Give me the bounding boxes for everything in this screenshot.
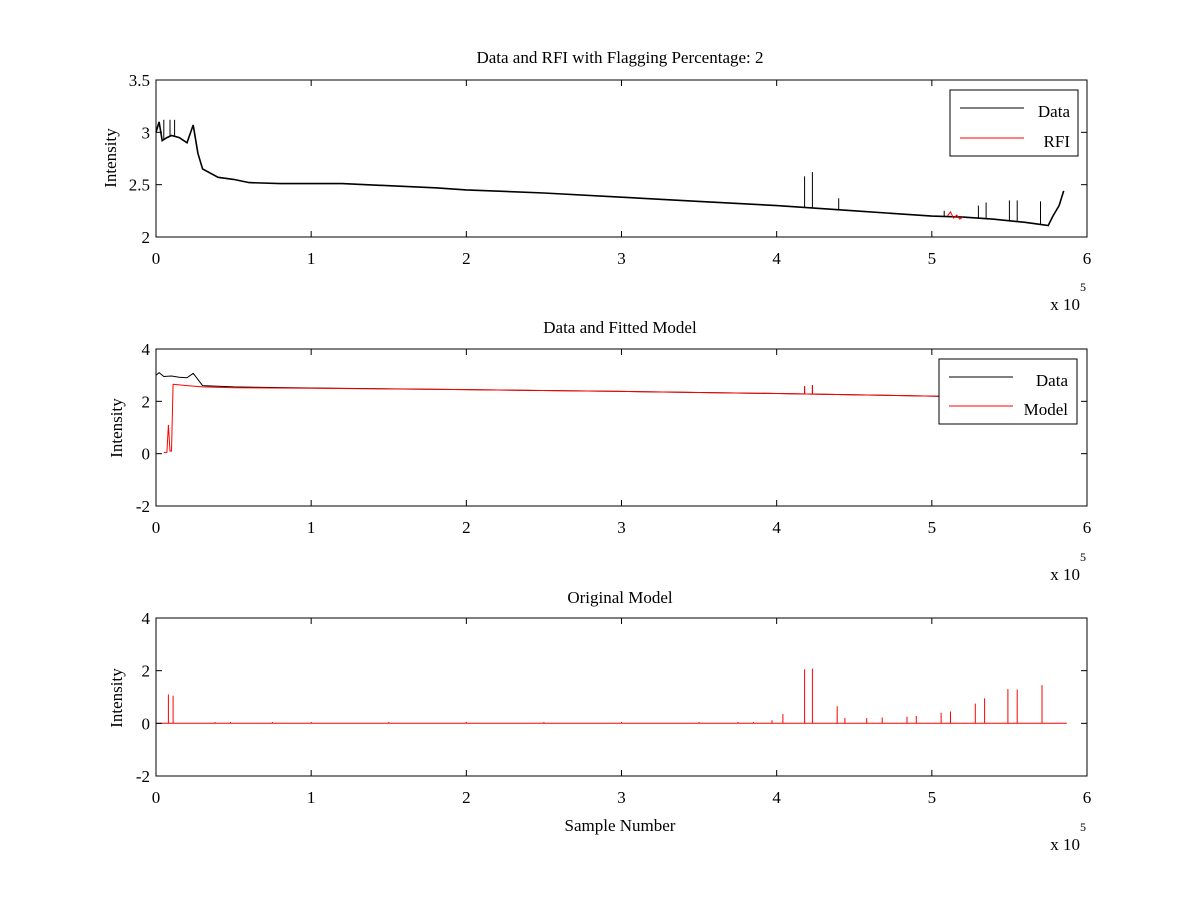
panel-1: Data and RFI with Flagging Percentage: 2… xyxy=(101,48,1091,314)
panel-1-xtick-label: 5 xyxy=(928,249,937,268)
panel-3-xtick-label: 0 xyxy=(152,788,161,807)
panel-2-ytick-label: -2 xyxy=(136,497,150,516)
panel-2-xtick-label: 5 xyxy=(928,518,937,537)
panel-1-xtick-label: 6 xyxy=(1083,249,1092,268)
panel-1-ylabel: Intensity xyxy=(101,128,120,188)
panel-2-x-exponent-base: x 10 xyxy=(1050,565,1080,584)
panel-2-legend: Data Model xyxy=(938,358,1078,425)
panel-3-x-exponent-base: x 10 xyxy=(1050,835,1080,854)
panel-2-xtick-label: 2 xyxy=(462,518,471,537)
panel-2-legend-box xyxy=(938,358,1078,425)
panel-2-series-model-line xyxy=(163,383,956,453)
panel-1-legend-label-rfi: RFI xyxy=(1044,132,1071,151)
panel-1-legend-box xyxy=(949,89,1079,157)
panel-3-xtick-label: 5 xyxy=(928,788,937,807)
panel-1-xtick-label: 2 xyxy=(462,249,471,268)
panel-1-xtick-label: 3 xyxy=(617,249,626,268)
panel-2-xtick-label: 6 xyxy=(1083,518,1092,537)
panel-2-ylabel: Intensity xyxy=(107,398,126,458)
panel-1-xtick-label: 1 xyxy=(307,249,316,268)
panel-3-ylabel: Intensity xyxy=(107,668,126,728)
panel-1-xtick-label: 0 xyxy=(152,249,161,268)
panel-3-xtick-label: 1 xyxy=(307,788,316,807)
panel-1-series-rfi-line xyxy=(946,210,964,220)
panel-2-ytick-label: 2 xyxy=(142,392,151,411)
panel-3-xlabel: Sample Number xyxy=(565,816,676,835)
panel-1-x-exponent: 5 xyxy=(1080,280,1086,294)
panel-2-xtick-label: 1 xyxy=(307,518,316,537)
panel-3-xtick-label: 4 xyxy=(772,788,781,807)
panel-1-xtick-label: 4 xyxy=(772,249,781,268)
panel-2-legend-label-model: Model xyxy=(1024,400,1069,419)
panel-3-xtick-label: 3 xyxy=(617,788,626,807)
panel-3-title: Original Model xyxy=(567,588,673,607)
panel-1-ytick-label: 3 xyxy=(142,123,151,142)
panel-2-xtick-label: 3 xyxy=(617,518,626,537)
panel-3-x-exponent: 5 xyxy=(1080,820,1086,834)
panel-1-series-data-line xyxy=(155,121,1065,227)
panel-1-legend: Data RFI xyxy=(949,89,1079,157)
panel-1-title: Data and RFI with Flagging Percentage: 2 xyxy=(476,48,763,67)
panel-3-ytick-label: 2 xyxy=(142,662,151,681)
panel-1-ytick-label: 3.5 xyxy=(129,71,150,90)
panel-3-ytick-label: 0 xyxy=(142,714,151,733)
panel-1-ytick-label: 2 xyxy=(142,228,151,247)
panel-2-legend-label-data: Data xyxy=(1036,371,1069,390)
panel-3-xtick-label: 2 xyxy=(462,788,471,807)
panel-1-legend-label-data: Data xyxy=(1038,102,1071,121)
panel-2-x-exponent: 5 xyxy=(1080,550,1086,564)
panel-2-ytick-label: 4 xyxy=(142,340,151,359)
panel-3-ytick-label: 4 xyxy=(142,609,151,628)
panel-2: Data and Fitted Model Intensity 0 1 2 3 4 5 6 -… xyxy=(107,318,1091,584)
panel-3-xtick-label: 6 xyxy=(1083,788,1092,807)
panel-3-ytick-label: -2 xyxy=(136,767,150,786)
panel-1-plot-area: 0 1 2 3 4 5 6 2 2.5 3 3.5 xyxy=(129,71,1092,268)
panel-2-title: Data and Fitted Model xyxy=(543,318,697,337)
panel-1-ytick-label: 2.5 xyxy=(129,176,150,195)
panel-2-xtick-label: 0 xyxy=(152,518,161,537)
panel-1-x-exponent-base: x 10 xyxy=(1050,295,1080,314)
panel-2-ytick-label: 0 xyxy=(142,445,151,464)
panel-2-xtick-label: 4 xyxy=(772,518,781,537)
